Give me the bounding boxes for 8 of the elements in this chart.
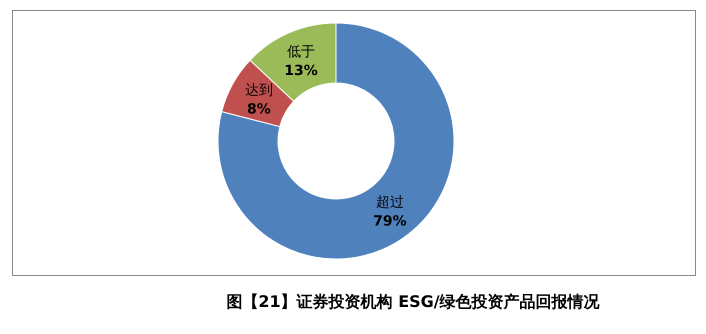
data-label: 13%	[284, 63, 318, 80]
slice-label: 达到	[244, 82, 273, 99]
donut-slice	[218, 22, 454, 260]
text: 图【21】证券投资机构 ESG/绿色投资产品回报情况	[225, 292, 601, 313]
data-label: 79%	[373, 214, 407, 230]
data-label: 8%	[246, 102, 271, 118]
slice-label: 低于	[287, 44, 316, 60]
slice-label: 超过	[376, 194, 404, 211]
